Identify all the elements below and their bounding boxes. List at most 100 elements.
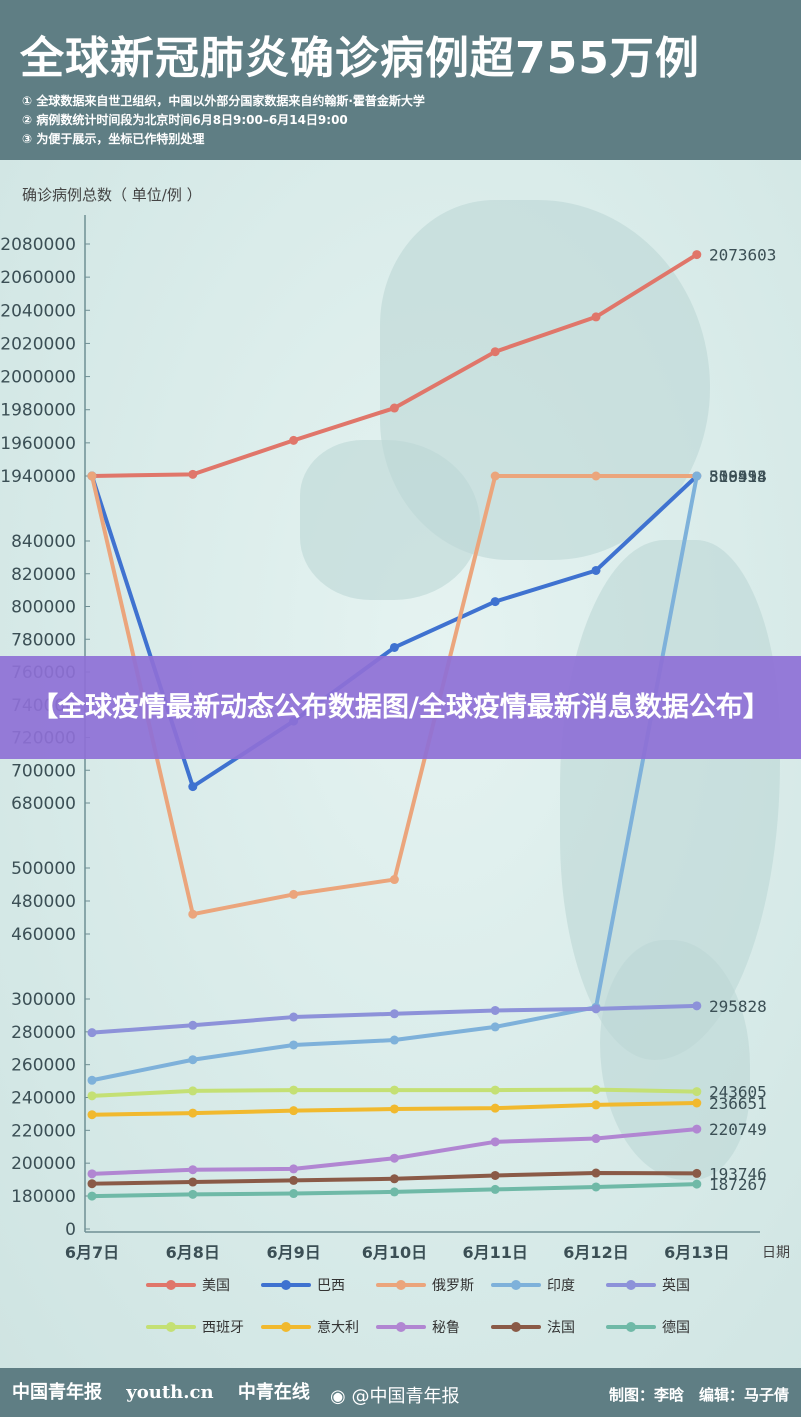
legend-label: 俄罗斯 — [432, 1278, 474, 1294]
data-point — [289, 1164, 299, 1174]
legend-swatch-dot — [396, 1280, 406, 1290]
data-point — [188, 909, 198, 919]
legend-swatch-dot — [396, 1322, 406, 1332]
data-point — [289, 435, 299, 445]
footer: 中国青年报 youth.cn 中青在线 ◉ @中国青年报 制图：李晗 编辑：马子… — [0, 1368, 801, 1417]
data-point — [591, 1004, 601, 1014]
data-point — [87, 1179, 97, 1189]
legend-item: 秘鲁 — [376, 1320, 460, 1336]
data-point — [289, 1085, 299, 1095]
legend-item: 德国 — [606, 1320, 690, 1336]
page-title: 全球新冠肺炎确诊病例超755万例 — [20, 33, 700, 84]
data-point — [289, 1040, 299, 1050]
legend-item: 英国 — [606, 1277, 690, 1294]
legend-item: 印度 — [491, 1278, 575, 1294]
y-tick-label: 780000 — [11, 630, 76, 650]
end-value-label: 243605 — [709, 1083, 767, 1102]
map-background-shape — [600, 940, 750, 1180]
data-point — [87, 1191, 97, 1201]
data-point — [188, 1165, 198, 1175]
y-tick-label: 700000 — [11, 761, 76, 781]
legend-item: 巴西 — [261, 1278, 345, 1294]
data-point — [389, 875, 399, 885]
data-point — [188, 469, 198, 479]
data-point — [87, 1075, 97, 1085]
legend-swatch-dot — [511, 1322, 521, 1332]
legend-item: 西班牙 — [146, 1320, 244, 1336]
legend-swatch-dot — [281, 1322, 291, 1332]
data-point — [490, 1085, 500, 1095]
data-point — [289, 889, 299, 899]
y-tick-label: 1960000 — [0, 434, 76, 454]
data-point — [87, 1028, 97, 1038]
x-tick-label: 6月10日 — [362, 1243, 427, 1262]
data-point — [289, 1189, 299, 1199]
data-point — [591, 565, 601, 575]
data-point — [389, 642, 399, 652]
weibo-icon: ◉ — [330, 1386, 346, 1407]
legend-item: 法国 — [491, 1320, 575, 1336]
data-point — [591, 1168, 601, 1178]
data-point — [692, 1001, 702, 1011]
data-point — [188, 1055, 198, 1065]
data-point — [591, 471, 601, 481]
end-value-label: 187267 — [709, 1175, 767, 1194]
legend-label: 巴西 — [317, 1278, 345, 1294]
data-point — [591, 1100, 601, 1110]
weibo-text: @中国青年报 — [351, 1386, 460, 1407]
note-2: ② 病例数统计时间段为北京时间6月8日9:00–6月14日9:00 — [22, 113, 348, 127]
y-tick-label: 2060000 — [0, 268, 76, 288]
map-background-shape — [300, 440, 480, 600]
x-tick-label: 6月12日 — [563, 1243, 628, 1262]
header: 全球新冠肺炎确诊病例超755万例 ① 全球数据来自世卫组织，中国以外部分国家数据… — [0, 0, 801, 160]
data-point — [87, 1169, 97, 1179]
data-point — [692, 1124, 702, 1134]
y-tick-label: 500000 — [11, 859, 76, 879]
data-point — [591, 1085, 601, 1095]
y-tick-label: 260000 — [11, 1056, 76, 1076]
y-tick-label: 240000 — [11, 1089, 76, 1109]
y-tick-label: 800000 — [11, 598, 76, 618]
y-tick-label: 1980000 — [0, 401, 76, 421]
legend-label: 德国 — [662, 1320, 690, 1336]
series-line — [90, 474, 699, 1083]
legend-label: 西班牙 — [202, 1320, 244, 1336]
x-axis-label: 日期 — [762, 1245, 790, 1261]
header-notes: ① 全球数据来自世卫组织，中国以外部分国家数据来自约翰斯·霍普金斯大学 ② 病例… — [22, 92, 425, 149]
logo-youth-cn: youth.cn — [126, 1382, 214, 1403]
data-point — [87, 1091, 97, 1101]
data-point — [490, 1005, 500, 1015]
y-tick-label: 180000 — [11, 1187, 76, 1207]
y-tick-label: 820000 — [11, 565, 76, 585]
y-tick-label: 200000 — [11, 1154, 76, 1174]
data-point — [389, 1009, 399, 1019]
footer-logos: 中国青年报 youth.cn 中青在线 — [12, 1378, 328, 1404]
legend-swatch-dot — [511, 1280, 521, 1290]
y-tick-label: 680000 — [11, 794, 76, 814]
data-point — [389, 403, 399, 413]
y-tick-label: 300000 — [11, 990, 76, 1010]
legend-swatch-dot — [166, 1280, 176, 1290]
legend-label: 印度 — [547, 1278, 575, 1294]
y-tick-label: 1940000 — [0, 467, 76, 487]
logo-youth-daily: 中国青年报 — [12, 1382, 102, 1403]
credits: 制图：李晗 编辑：马子倩 — [608, 1386, 789, 1404]
y-tick-label: 2000000 — [0, 368, 76, 388]
end-value-label: 850514 — [709, 467, 767, 486]
data-point — [389, 1187, 399, 1197]
chart-area — [0, 160, 801, 1368]
weibo-handle: ◉ @中国青年报 — [330, 1382, 459, 1408]
legend-label: 英国 — [662, 1277, 690, 1294]
data-point — [87, 1110, 97, 1120]
data-point — [692, 1087, 702, 1097]
data-point — [289, 1012, 299, 1022]
data-point — [389, 1174, 399, 1184]
legend-label: 秘鲁 — [432, 1320, 460, 1336]
data-point — [490, 471, 500, 481]
data-point — [591, 312, 601, 322]
y-tick-label: 2020000 — [0, 334, 76, 354]
series-line — [90, 252, 699, 478]
series-line — [90, 1127, 699, 1176]
legend-swatch-dot — [626, 1280, 636, 1290]
legend-label: 法国 — [547, 1320, 575, 1336]
